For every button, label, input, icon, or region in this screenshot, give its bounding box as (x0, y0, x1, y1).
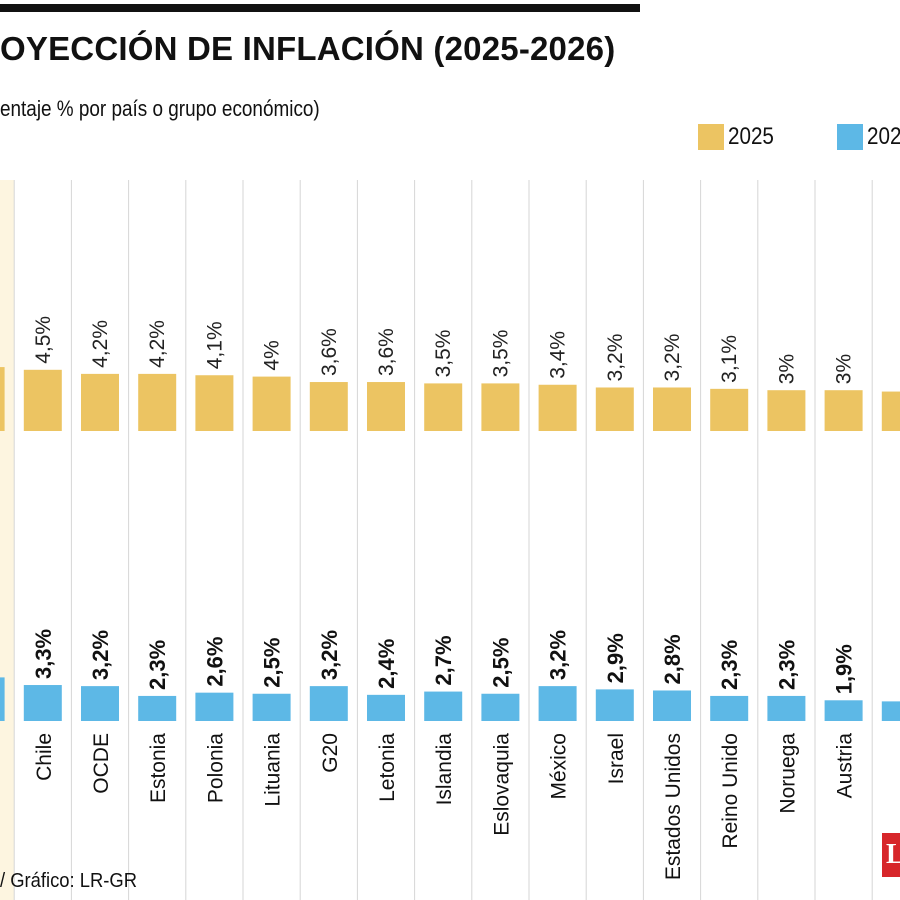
bar-2026-polonia (195, 692, 234, 721)
bar-2025-noruega (767, 390, 806, 431)
bar-2026-colombia (0, 677, 5, 721)
label-2026-austria: 1,9% (832, 644, 857, 694)
bar-2026-reino-unido (710, 695, 749, 721)
legend-label-2025: 2025 (728, 123, 774, 150)
bar-2026-islandia (424, 691, 463, 721)
bar-2026-noruega (767, 695, 806, 721)
bar-2025-colombia (0, 367, 5, 431)
bar-2026-ocde (81, 686, 119, 721)
category-label-mexico: México (548, 733, 571, 800)
label-2025-estonia: 4,2% (146, 320, 169, 368)
category-label-estonia: Estonia (147, 733, 170, 803)
bar-2026-mexico (538, 686, 577, 721)
label-2026-islandia: 2,7% (431, 635, 456, 685)
bar-2026-lituania (252, 693, 291, 721)
label-2026-g20: 3,2% (317, 630, 342, 680)
top-rule (0, 4, 640, 12)
label-2026-reino-unido: 2,3% (717, 640, 742, 690)
label-2026-letonia: 2,4% (374, 639, 399, 689)
bar-2025-islandia (424, 383, 463, 431)
label-2025-islandia: 3,5% (432, 330, 455, 378)
label-2026-israel: 2,9% (603, 633, 628, 683)
label-2026-eslovaquia: 2,5% (488, 638, 513, 688)
label-2025-reino-unido: 3,1% (718, 335, 741, 383)
bar-2026-chile (23, 685, 62, 721)
bar-2025-austria (824, 390, 863, 431)
category-label-austria: Austria (834, 733, 857, 799)
bar-2026-g20 (309, 686, 348, 721)
label-2026-chile: 3,3% (31, 629, 56, 679)
category-label-islandia: Islandia (433, 733, 456, 806)
category-label-estados-unidos: Estados Unidos (662, 733, 685, 880)
legend-swatch-2025 (698, 124, 724, 150)
label-2025-noruega: 3% (775, 354, 798, 384)
bar-2026-unlabeled (881, 701, 900, 721)
category-label-reino-unido: Reino Unido (719, 733, 742, 849)
category-label-lituania: Lituania (262, 733, 285, 807)
source-credit: / Gráfico: LR-GR (0, 870, 138, 892)
label-2025-chile: 4,5% (32, 316, 55, 364)
chart-subtitle: entaje % por país o grupo económico) (0, 96, 320, 121)
bar-2025-g20 (309, 382, 348, 431)
label-2025-g20: 3,6% (318, 328, 341, 376)
label-2025-estados-unidos: 3,2% (661, 334, 684, 382)
bar-2025-unlabeled (881, 391, 900, 431)
category-label-chile: Chile (33, 733, 56, 781)
legend-item-2026: 202 (837, 120, 900, 154)
bar-2025-eslovaquia (481, 383, 520, 431)
bar-2026-estados-unidos (653, 690, 691, 721)
chart-title: OYECCIÓN DE INFLACIÓN (2025-2026) (0, 30, 616, 67)
legend-label-2026: 202 (867, 123, 900, 150)
bar-2025-mexico (538, 384, 577, 431)
bar-2026-letonia (367, 694, 405, 721)
bar-2025-letonia (367, 382, 405, 431)
category-label-letonia: Letonia (376, 733, 399, 802)
label-2025-ocde: 4,2% (89, 320, 112, 368)
label-2026-polonia: 2,6% (202, 637, 227, 687)
bar-2025-estonia (138, 373, 177, 431)
label-2025-lituania: 4% (261, 340, 284, 370)
label-2025-israel: 3,2% (604, 334, 627, 382)
label-2025-mexico: 3,4% (547, 331, 570, 379)
category-label-g20: G20 (319, 733, 342, 773)
category-label-israel: Israel (605, 733, 628, 784)
bar-2026-israel (595, 689, 634, 721)
bar-2026-estonia (138, 695, 177, 721)
label-2025-letonia: 3,6% (375, 328, 398, 376)
label-2026-mexico: 3,2% (546, 630, 571, 680)
label-2026-estados-unidos: 2,8% (660, 634, 685, 684)
bar-2025-estados-unidos (653, 387, 691, 431)
bar-2025-reino-unido (710, 388, 749, 431)
bar-2025-chile (23, 369, 62, 431)
legend-swatch-2026 (837, 124, 863, 150)
category-label-eslovaquia: Eslovaquia (490, 733, 513, 836)
legend-item-2025: 2025 (698, 120, 781, 154)
label-2026-noruega: 2,3% (774, 640, 799, 690)
bar-2025-israel (595, 387, 634, 431)
label-2025-austria: 3% (833, 354, 856, 384)
label-2026-lituania: 2,5% (260, 638, 285, 688)
highlight-column-bg (0, 180, 15, 900)
bar-2025-ocde (81, 373, 119, 431)
label-2026-estonia: 2,3% (145, 640, 170, 690)
publisher-logo: LR (882, 833, 900, 877)
label-2025-polonia: 4,1% (203, 321, 226, 369)
bar-2026-austria (824, 700, 863, 721)
bar-2026-eslovaquia (481, 693, 520, 721)
label-2025-eslovaquia: 3,5% (489, 330, 512, 378)
category-label-polonia: Polonia (204, 733, 227, 803)
category-label-ocde: OCDE (90, 733, 113, 794)
bar-2025-lituania (252, 376, 291, 431)
bar-2025-polonia (195, 375, 234, 431)
category-label-noruega: Noruega (776, 733, 799, 814)
label-2026-ocde: 3,2% (88, 630, 113, 680)
